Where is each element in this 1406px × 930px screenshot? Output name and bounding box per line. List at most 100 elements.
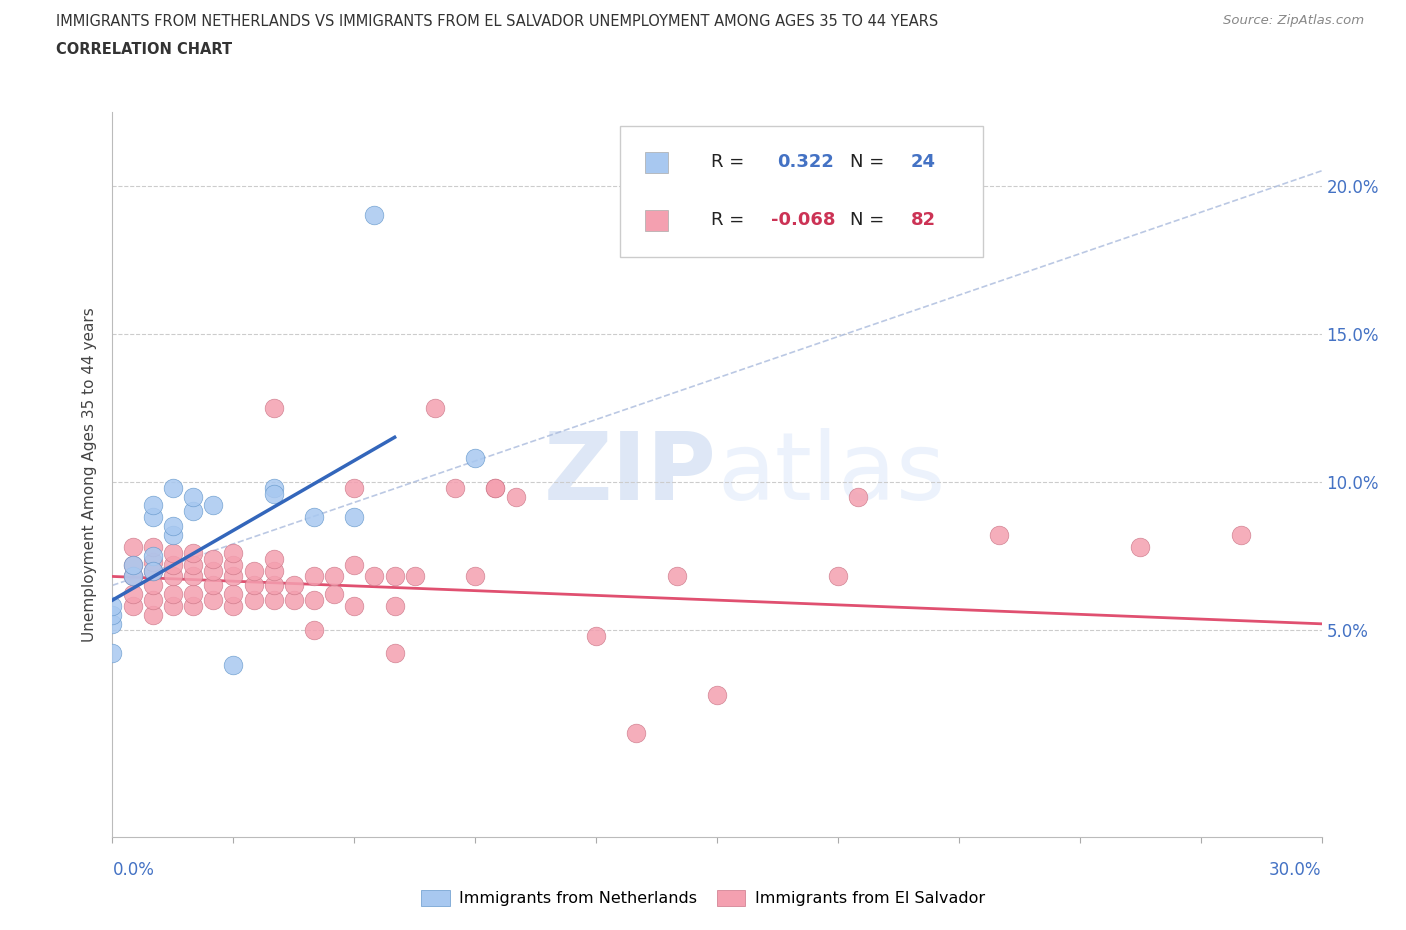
Point — [202, 551, 225, 566]
Point — [242, 563, 264, 578]
Point — [484, 480, 506, 495]
Point — [142, 510, 165, 525]
Point — [323, 569, 346, 584]
Point — [263, 551, 285, 566]
Point — [181, 587, 204, 602]
Point — [101, 607, 124, 622]
Point — [464, 450, 486, 465]
Point — [484, 480, 506, 495]
Point — [202, 578, 225, 592]
Point — [1230, 527, 1253, 542]
Point — [162, 519, 184, 534]
Point — [263, 400, 285, 415]
Bar — [644, 210, 668, 231]
Point — [1129, 539, 1152, 554]
Text: -0.068: -0.068 — [772, 211, 837, 230]
Point — [343, 480, 366, 495]
Point — [263, 578, 285, 592]
Point — [302, 569, 325, 584]
Point — [302, 622, 325, 637]
Point — [846, 489, 869, 504]
Point — [263, 486, 285, 501]
Point — [222, 587, 245, 602]
Point — [343, 599, 366, 614]
Point — [505, 489, 527, 504]
Point — [181, 599, 204, 614]
Point — [242, 578, 264, 592]
Point — [162, 557, 184, 572]
Point — [162, 527, 184, 542]
Text: R =: R = — [711, 153, 749, 171]
Point — [181, 504, 204, 519]
Point — [444, 480, 467, 495]
Text: 0.0%: 0.0% — [112, 860, 155, 879]
Point — [181, 545, 204, 560]
Bar — [620, 126, 983, 257]
Text: 82: 82 — [911, 211, 935, 230]
Point — [302, 592, 325, 607]
Point — [181, 489, 204, 504]
Text: CORRELATION CHART: CORRELATION CHART — [56, 42, 232, 57]
Point — [142, 592, 165, 607]
Point — [142, 539, 165, 554]
Y-axis label: Unemployment Among Ages 35 to 44 years: Unemployment Among Ages 35 to 44 years — [82, 307, 97, 642]
Point — [121, 587, 143, 602]
Point — [142, 563, 165, 578]
Point — [222, 658, 245, 672]
Point — [162, 545, 184, 560]
Text: ZIP: ZIP — [544, 429, 717, 520]
Text: Source: ZipAtlas.com: Source: ZipAtlas.com — [1223, 14, 1364, 27]
Text: IMMIGRANTS FROM NETHERLANDS VS IMMIGRANTS FROM EL SALVADOR UNEMPLOYMENT AMONG AG: IMMIGRANTS FROM NETHERLANDS VS IMMIGRANT… — [56, 14, 938, 29]
Point — [202, 563, 225, 578]
Text: atlas: atlas — [717, 429, 945, 520]
Point — [323, 587, 346, 602]
Point — [181, 569, 204, 584]
Point — [263, 563, 285, 578]
Point — [283, 592, 305, 607]
Point — [121, 569, 143, 584]
Point — [283, 578, 305, 592]
Point — [242, 592, 264, 607]
Point — [263, 480, 285, 495]
Text: 24: 24 — [911, 153, 935, 171]
Point — [827, 569, 849, 584]
Point — [343, 557, 366, 572]
Point — [142, 563, 165, 578]
Point — [363, 207, 385, 222]
Point — [302, 510, 325, 525]
Text: 0.322: 0.322 — [778, 153, 834, 171]
Point — [222, 545, 245, 560]
Point — [121, 539, 143, 554]
Text: N =: N = — [851, 153, 890, 171]
Point — [101, 646, 124, 661]
Text: N =: N = — [851, 211, 890, 230]
Legend: Immigrants from Netherlands, Immigrants from El Salvador: Immigrants from Netherlands, Immigrants … — [415, 884, 991, 912]
Point — [384, 599, 406, 614]
Point — [706, 687, 728, 702]
Point — [222, 557, 245, 572]
Point — [142, 498, 165, 512]
Point — [142, 549, 165, 564]
Point — [162, 569, 184, 584]
Point — [121, 569, 143, 584]
Point — [202, 592, 225, 607]
Point — [162, 599, 184, 614]
Point — [263, 592, 285, 607]
Point — [665, 569, 688, 584]
Point — [988, 527, 1011, 542]
Point — [101, 617, 124, 631]
Point — [404, 569, 426, 584]
Point — [101, 599, 124, 614]
Point — [121, 557, 143, 572]
Text: 30.0%: 30.0% — [1270, 860, 1322, 879]
Text: R =: R = — [711, 211, 749, 230]
Point — [142, 554, 165, 569]
Point — [121, 599, 143, 614]
Point — [202, 498, 225, 512]
Point — [585, 629, 607, 644]
Point — [384, 646, 406, 661]
Point — [423, 400, 446, 415]
Point — [162, 587, 184, 602]
Point — [142, 578, 165, 592]
Point — [464, 569, 486, 584]
